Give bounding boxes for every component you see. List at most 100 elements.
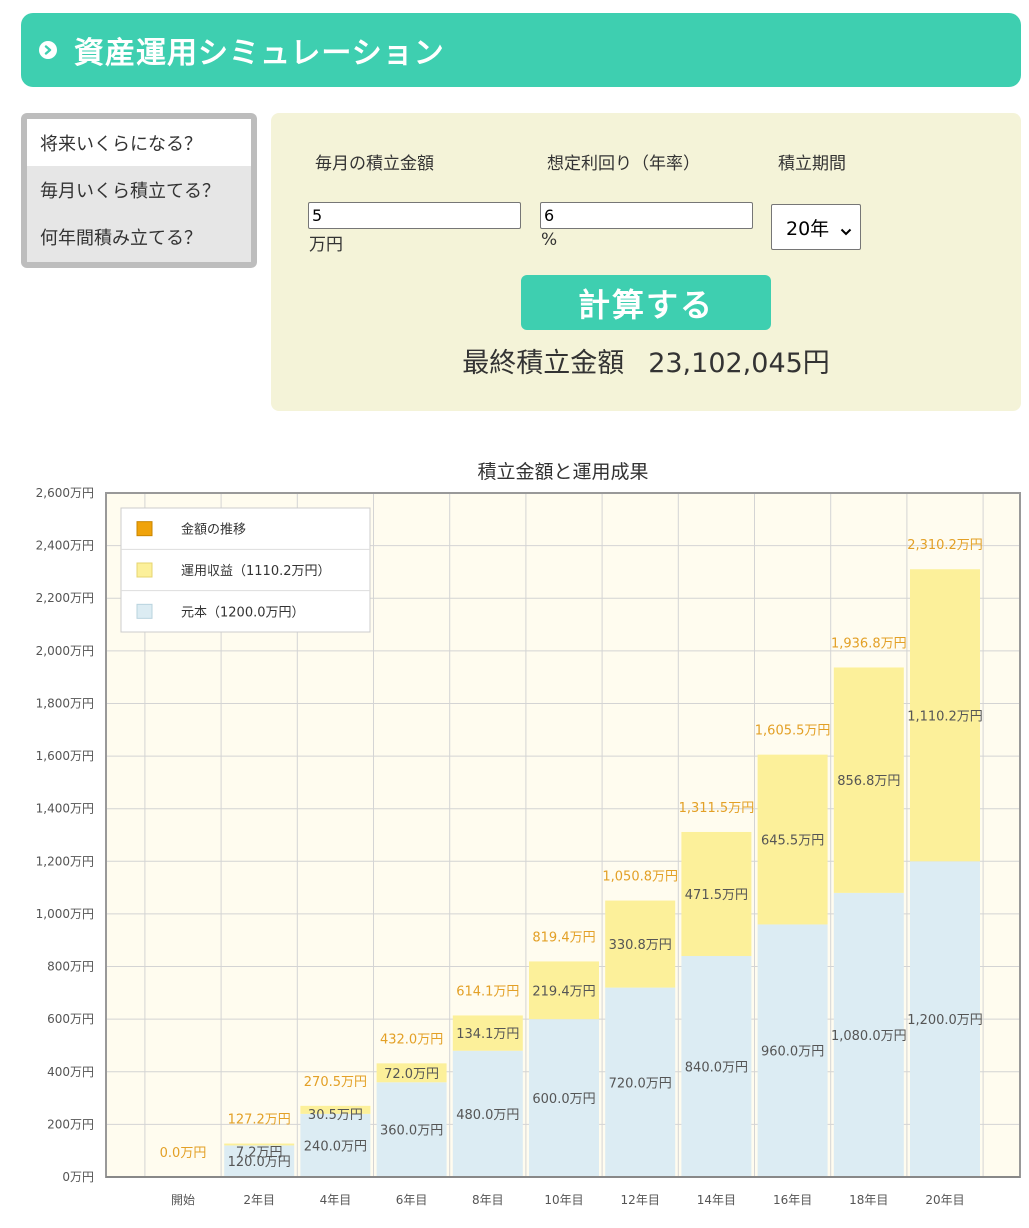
legend-principal-label: 元本（1200.0万円） [181,605,305,620]
legend-trend-swatch [136,521,153,537]
principal-data-label: 960.0万円 [761,1045,824,1060]
period-label: 積立期間 [778,154,846,174]
total-data-label: 127.2万円 [228,1113,291,1128]
chevron-right-icon [39,41,57,59]
accumulation-chart: 積立金額と運用成果 0万円 200万円 400万円 600万円 800万円 1,000万円 1… [36,461,1021,1207]
monthly-amount-label: 毎月の積立金額 [315,154,434,174]
gain-data-label: 330.8万円 [609,938,672,953]
result-label: 最終積立金額 [462,348,625,379]
y-tick-label: 0万円 [62,1170,94,1184]
x-tick-label: 18年目 [849,1193,888,1207]
y-tick-label: 800万円 [47,960,94,974]
gain-bar [757,754,828,925]
principal-bar [605,987,676,1177]
total-data-label: 1,050.8万円 [602,870,678,885]
total-data-label: 1,605.5万円 [755,724,831,739]
result-line: 最終積立金額 23,102,045円 [271,341,1021,380]
page-title: 資産運用シミュレーション [74,36,445,71]
legend-principal-swatch [136,603,153,619]
simulation-form: 毎月の積立金額 想定利回り（年率） 積立期間 万円 % 20年 計算する 最終積… [271,113,1021,411]
principal-bar [910,861,980,1177]
gain-bar [681,831,752,957]
total-data-label: 614.1万円 [456,984,519,999]
gain-bar [300,1105,371,1114]
gain-data-label: 30.5万円 [308,1108,363,1123]
chevron-down-icon [840,220,852,242]
mode-tabs: 将来いくらになる？ 毎月いくら積立てる？ 何年間積み立てる？ [21,113,257,268]
rate-label: 想定利回り（年率） [547,154,700,174]
gain-data-label: 856.8万円 [837,774,900,789]
total-data-label: 1,936.8万円 [831,636,907,651]
gain-data-label: 645.5万円 [761,834,824,849]
y-tick-label: 400万円 [47,1065,94,1079]
monthly-amount-input[interactable] [308,202,521,229]
x-tick-label: 6年目 [396,1193,428,1207]
principal-data-label: 120.0万円 [228,1155,291,1170]
gain-bar [910,569,980,862]
y-tick-label: 200万円 [47,1117,94,1131]
y-tick-label: 600万円 [47,1012,94,1026]
gain-data-label: 7.2万円 [236,1146,283,1161]
gain-bar [529,961,599,1020]
period-select[interactable]: 20年 [771,204,861,250]
x-tick-label: 20年目 [925,1193,964,1207]
principal-data-label: 360.0万円 [380,1124,443,1139]
principal-bar [529,1019,599,1177]
period-select-value: 20年 [786,217,830,240]
result-value: 23,102,045円 [648,348,830,379]
x-tick-label: 開始 [171,1193,195,1207]
gain-bar [605,900,676,988]
x-tick-label: 4年目 [320,1193,352,1207]
gain-data-label: 72.0万円 [384,1067,439,1082]
principal-bar [224,1145,295,1177]
tab-monthly-amount[interactable]: 毎月いくら積立てる？ [40,180,220,202]
principal-bar [376,1082,447,1177]
gain-data-label: 471.5万円 [685,888,748,903]
principal-bar [681,956,752,1177]
total-data-label: 819.4万円 [532,930,595,945]
total-data-label: 0.0万円 [160,1146,207,1161]
total-data-label: 432.0万円 [380,1032,443,1047]
principal-bar [833,892,904,1177]
x-tick-label: 8年目 [472,1193,504,1207]
x-tick-label: 16年目 [773,1193,812,1207]
x-tick-label: 2年目 [243,1193,275,1207]
y-tick-label: 1,200万円 [36,854,94,868]
principal-bar [452,1050,523,1177]
total-data-label: 270.5万円 [304,1075,367,1090]
gain-data-label: 219.4万円 [532,984,595,999]
principal-data-label: 600.0万円 [532,1092,595,1107]
legend-gain-label: 運用収益（1110.2万円） [181,564,331,579]
principal-data-label: 240.0万円 [304,1139,367,1154]
legend-gain-swatch [136,562,153,578]
y-tick-label: 1,600万円 [36,749,94,763]
y-tick-label: 2,200万円 [36,591,94,605]
y-tick-label: 2,000万円 [36,644,94,658]
tab-years[interactable]: 何年間積み立てる？ [40,227,202,249]
calculate-button[interactable]: 計算する [521,275,771,330]
principal-data-label: 840.0万円 [685,1061,748,1076]
tab-future-amount[interactable]: 将来いくらになる？ [27,119,251,166]
total-data-label: 2,310.2万円 [907,538,983,553]
principal-data-label: 720.0万円 [609,1076,672,1091]
principal-data-label: 480.0万円 [456,1108,519,1123]
principal-data-label: 1,200.0万円 [907,1013,983,1028]
principal-bar [757,924,828,1177]
rate-unit: % [541,230,558,250]
rate-input[interactable] [540,202,753,229]
gain-bar [224,1143,295,1146]
gain-bar [376,1063,447,1083]
chart-title: 積立金額と運用成果 [477,461,648,483]
monthly-amount-unit: 万円 [309,235,343,255]
y-tick-label: 2,600万円 [36,486,94,500]
x-tick-label: 14年目 [697,1193,736,1207]
y-tick-label: 1,000万円 [36,907,94,921]
x-tick-label: 10年目 [544,1193,583,1207]
y-tick-label: 2,400万円 [36,539,94,553]
gain-data-label: 134.1万円 [456,1027,519,1042]
x-tick-label: 12年目 [621,1193,660,1207]
gain-bar [833,667,904,893]
y-tick-label: 1,400万円 [36,802,94,816]
y-tick-label: 1,800万円 [36,696,94,710]
page-header: 資産運用シミュレーション [21,13,1021,87]
